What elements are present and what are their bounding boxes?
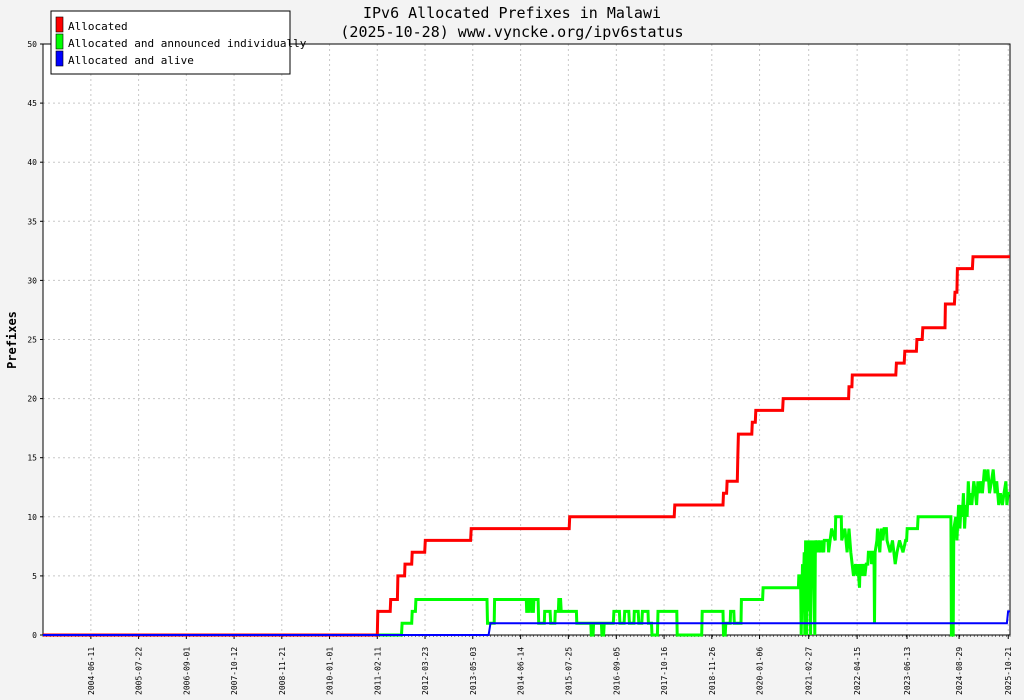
- y-tick-label: 35: [27, 217, 37, 226]
- y-tick-label: 0: [32, 631, 37, 640]
- x-tick-label: 2006-09-01: [182, 647, 191, 695]
- legend: Allocated Allocated and announced indivi…: [50, 10, 307, 75]
- x-tick-label: 2025-10-21: [1004, 647, 1013, 695]
- x-tick-label: 2013-05-03: [469, 647, 478, 695]
- plot-frame: [42, 43, 1011, 636]
- y-tick-label: 30: [27, 276, 37, 285]
- y-tick-label: 20: [27, 395, 37, 404]
- x-tick-label: 2018-11-26: [708, 647, 717, 695]
- x-tick-label: 2011-02-11: [373, 647, 382, 695]
- x-tick-label: 2008-11-21: [278, 647, 287, 695]
- y-tick-label: 40: [27, 158, 37, 167]
- y-tick-label: 5: [32, 572, 37, 581]
- x-tick-label: 2014-06-14: [517, 647, 526, 695]
- gridlines: [43, 43, 1010, 635]
- x-tick-label: 2004-06-11: [87, 647, 96, 695]
- y-tick-label: 50: [27, 40, 37, 49]
- legend-swatch-allocated: [55, 16, 64, 33]
- series-line-allocated: [43, 255, 1010, 637]
- x-tick-label: 2005-07-22: [135, 647, 144, 695]
- x-tick-label: 2024-08-29: [955, 647, 964, 695]
- legend-label-announced: Allocated and announced individually: [68, 37, 307, 50]
- x-tick-label: 2022-04-15: [853, 647, 862, 695]
- x-tick-label: 2016-09-05: [612, 647, 621, 695]
- chart-title: IPv6 Allocated Prefixes in Malawi: [363, 4, 661, 22]
- series-line-alive: [43, 610, 1010, 636]
- y-axis-label: Prefixes: [5, 311, 19, 369]
- tick-labels: 0 5 10 15 20 25 30 35 40 45 50 2004-06-11 2005-07-22…: [27, 40, 1013, 695]
- x-tick-label: 2010-01-01: [326, 647, 335, 695]
- y-tick-label: 45: [27, 99, 37, 108]
- y-tick-label: 15: [27, 454, 37, 463]
- legend-label-allocated: Allocated: [68, 20, 128, 33]
- legend-swatch-announced: [55, 33, 64, 50]
- x-tick-label: 2021-02-27: [805, 647, 814, 695]
- x-tick-label: 2012-03-23: [421, 647, 430, 695]
- x-tick-label: 2017-10-16: [660, 647, 669, 695]
- x-tick-label: 2015-07-25: [564, 647, 573, 695]
- series-lines: [43, 255, 1010, 637]
- legend-swatch-alive: [55, 50, 64, 67]
- y-tick-label: 10: [27, 513, 37, 522]
- chart-subtitle: (2025-10-28) www.vyncke.org/ipv6status: [340, 23, 683, 41]
- x-tick-label: 2007-10-12: [230, 647, 239, 695]
- legend-label-alive: Allocated and alive: [68, 54, 194, 67]
- x-tick-label: 2023-06-13: [903, 647, 912, 695]
- legend-box: [50, 10, 291, 75]
- y-tick-label: 25: [27, 336, 37, 345]
- x-tick-label: 2020-01-06: [756, 647, 765, 695]
